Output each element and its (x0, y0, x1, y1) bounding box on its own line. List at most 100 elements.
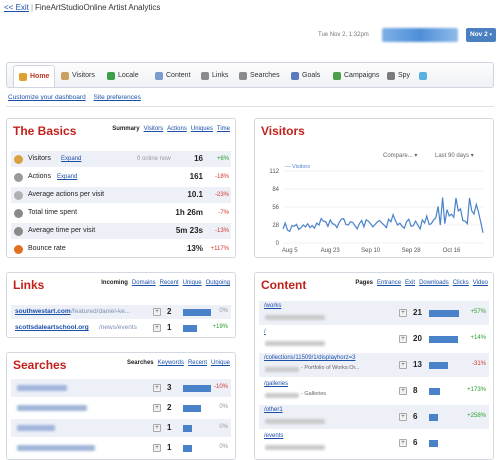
searches-row-bar (183, 384, 211, 392)
range-dropdown[interactable]: Last 90 days ▾ (435, 153, 474, 159)
content-row[interactable]: /other1 +6 +258% (259, 405, 489, 429)
expand-link[interactable]: Expand (61, 156, 82, 162)
content-path[interactable]: /galleries (264, 381, 289, 387)
basics-row-change: -23% (214, 192, 229, 198)
content-row[interactable]: /events +6 (259, 431, 489, 455)
searches-tab-keywords[interactable]: Keywords (157, 360, 184, 366)
tab-twitter[interactable] (419, 69, 427, 83)
basics-row-value: 1h 26m (175, 208, 203, 217)
searches-tab-unique[interactable]: Unique (210, 360, 230, 366)
links-tab-recent[interactable]: Recent (159, 280, 179, 286)
searches-row[interactable]: +2 0% (11, 399, 231, 417)
searches-tab-recent[interactable]: Recent (187, 360, 207, 366)
expand-plus-icon[interactable]: + (153, 384, 161, 392)
content-row[interactable]: /collections/11509/1/displayhorz=3 - Port… (259, 353, 489, 377)
links-row-count: 1 (167, 323, 172, 332)
links-tabs: Incoming Domains Recent Unique Outgoing (101, 280, 230, 286)
content-row[interactable]: /works +21 +57% (259, 301, 489, 325)
tab-locale[interactable]: Locale (107, 69, 139, 83)
expand-plus-icon[interactable]: + (399, 413, 407, 421)
basics-row-label: Average time per visit (28, 227, 96, 234)
compare-label: Compare... (383, 153, 413, 159)
content-tabs: Pages Entrance Exit Downloads Clicks Video (355, 280, 488, 286)
content-tab-entrance[interactable]: Entrance (377, 280, 402, 286)
link-icon (201, 72, 209, 80)
content-tab-downloads[interactable]: Downloads (419, 280, 449, 286)
date-picker-button[interactable]: Nov 2 ▾ (466, 28, 496, 42)
content-row-bar (429, 439, 438, 447)
basics-tab-actions[interactable]: Actions (167, 126, 187, 132)
expand-plus-icon[interactable]: + (399, 309, 407, 317)
compare-dropdown[interactable]: Compare... ▾ (383, 153, 418, 159)
searches-tabs: Searches Keywords Recent Unique (127, 360, 230, 366)
searches-row-change: 0% (219, 404, 228, 410)
expand-plus-icon[interactable]: + (399, 387, 407, 395)
link-domain[interactable]: scottsdaleartschool.org (15, 324, 89, 331)
links-row[interactable]: scottsdaleartschool.org/news/events +1 +19… (11, 321, 231, 335)
expand-link[interactable]: Expand (57, 174, 78, 180)
search-term-redacted (17, 385, 67, 391)
expand-plus-icon[interactable]: + (153, 444, 161, 452)
searches-row-change: 0% (219, 424, 228, 430)
actions-icon (14, 173, 23, 182)
basics-row-value: 10.1 (187, 190, 203, 199)
tab-content[interactable]: Content (155, 69, 191, 83)
date-button-label: Nov 2 (470, 31, 488, 38)
expand-plus-icon[interactable]: + (153, 308, 161, 316)
customize-dashboard-link[interactable]: Customize your dashboard (8, 94, 86, 101)
searches-tab-searches[interactable]: Searches (126, 360, 154, 366)
content-tab-exit[interactable]: Exit (405, 280, 416, 286)
links-tab-unique[interactable]: Unique (182, 280, 202, 286)
searches-row[interactable]: +1 0% (11, 439, 231, 457)
links-tab-outgoing[interactable]: Outgoing (205, 280, 230, 286)
basics-tab-uniques[interactable]: Uniques (190, 126, 213, 132)
exit-link[interactable]: << Exit (4, 3, 29, 12)
links-tab-domains[interactable]: Domains (131, 280, 156, 286)
link-domain[interactable]: southwestart.com (15, 308, 71, 315)
tab-label: Links (212, 72, 229, 79)
tab-links[interactable]: Links (201, 69, 228, 83)
y-tick-label: 112 (269, 169, 279, 175)
searches-row-change: 0% (219, 444, 228, 450)
content-path[interactable]: /collections/11509/1/displayhorz=3 (264, 355, 356, 361)
tab-campaigns[interactable]: Campaigns (333, 69, 379, 83)
searches-row[interactable]: +3 -10% (11, 379, 231, 397)
basics-tab-summary[interactable]: Summary (112, 126, 140, 132)
expand-plus-icon[interactable]: + (399, 335, 407, 343)
links-tab-incoming[interactable]: Incoming (101, 280, 128, 286)
content-title-redacted (265, 341, 325, 346)
content-tab-clicks[interactable]: Clicks (452, 280, 469, 286)
content-path[interactable]: /other1 (264, 407, 283, 413)
site-preferences-link[interactable]: Site preferences (93, 94, 141, 101)
expand-plus-icon[interactable]: + (153, 404, 161, 412)
expand-plus-icon[interactable]: + (399, 361, 407, 369)
content-title-redacted (265, 367, 299, 372)
basics-tab-time[interactable]: Time (216, 126, 230, 132)
tab-spy[interactable]: Spy (387, 69, 410, 83)
expand-plus-icon[interactable]: + (153, 424, 161, 432)
basics-tab-visitors[interactable]: Visitors (143, 126, 164, 132)
content-row[interactable]: / +20 +14% (259, 327, 489, 351)
searches-row[interactable]: +1 0% (11, 419, 231, 437)
visitors-series-line (282, 197, 484, 233)
tab-home[interactable]: Home (13, 65, 56, 87)
links-row[interactable]: southwestart.com/featured/daniel-ke... +2… (11, 305, 231, 319)
x-tick-label: Aug 23 (321, 248, 341, 254)
content-path[interactable]: /events (264, 433, 284, 439)
tab-searches[interactable]: Searches (239, 69, 280, 83)
site-selector-blurred[interactable] (382, 28, 458, 42)
range-label: Last 90 days (435, 153, 470, 159)
tab-goals[interactable]: Goals (291, 69, 320, 83)
searches-row-count: 3 (167, 383, 172, 392)
expand-plus-icon[interactable]: + (153, 324, 161, 332)
online-now: 0 online now (137, 156, 171, 162)
content-path[interactable]: /works (264, 303, 282, 309)
tab-visitors[interactable]: Visitors (61, 69, 95, 83)
content-tab-pages[interactable]: Pages (355, 280, 374, 286)
expand-plus-icon[interactable]: + (399, 439, 407, 447)
content-row[interactable]: /galleries - Galleries +8 +173% (259, 379, 489, 403)
x-tick-label: Sep 10 (361, 248, 381, 254)
content-path[interactable]: / (264, 329, 266, 335)
content-title-redacted (265, 393, 299, 398)
content-tab-video[interactable]: Video (472, 280, 488, 286)
